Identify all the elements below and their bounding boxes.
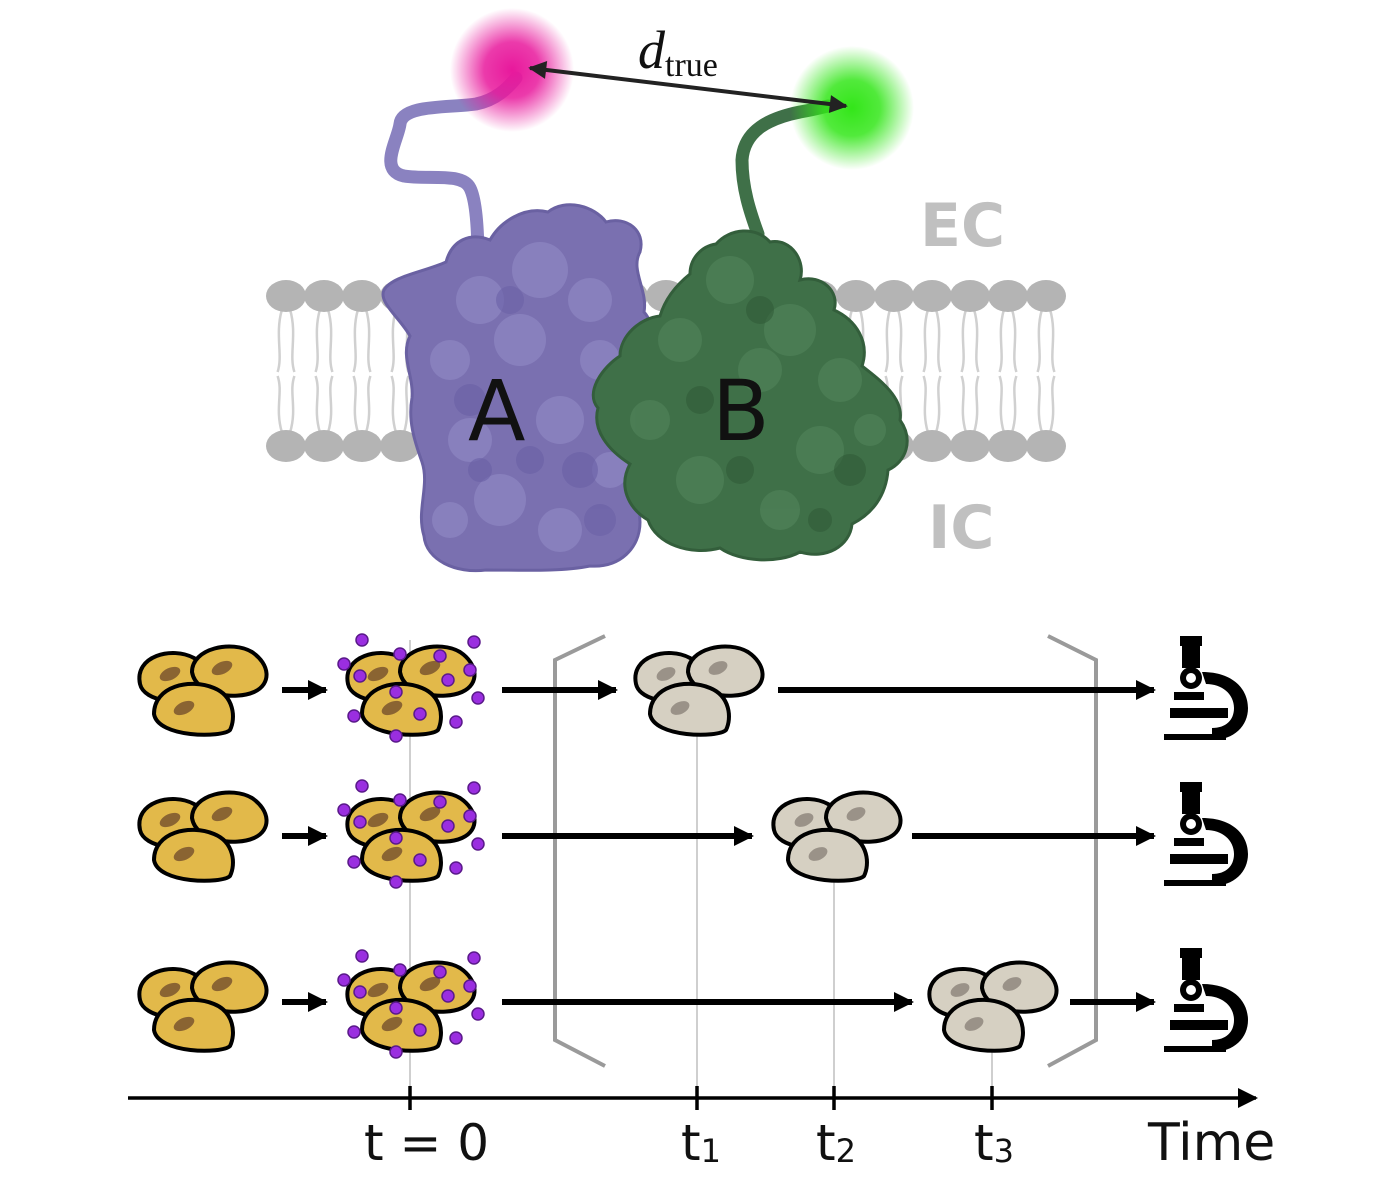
lipid-head <box>1026 430 1066 462</box>
cell-cluster-icon <box>137 960 269 1053</box>
bracket-left <box>553 634 606 1068</box>
fluorophore-b-green <box>790 46 914 170</box>
region-label-ic: IC <box>928 493 994 563</box>
lipid-head <box>342 430 382 462</box>
time-axis-label: Time <box>1147 1113 1275 1173</box>
lipid-tail <box>1036 309 1044 373</box>
lipid-tail <box>934 309 942 373</box>
distance-arrow <box>528 60 848 114</box>
lipid-head <box>266 280 306 312</box>
lipid-tail <box>314 309 322 373</box>
lipid-head <box>266 430 306 462</box>
lipid-tail <box>402 375 410 433</box>
bracket-right <box>1047 634 1098 1068</box>
lipid-tail <box>326 309 334 373</box>
lipid-head <box>380 430 420 462</box>
lipid-tail <box>972 375 980 433</box>
protein-b-label: B <box>712 362 770 460</box>
microscope-icon <box>1164 948 1248 1052</box>
cell-cluster-icon <box>137 790 269 883</box>
cell-cluster-icon <box>771 790 903 883</box>
cell-cluster-icon <box>927 960 1059 1053</box>
protein-a-label: A <box>468 362 525 460</box>
lipid-head <box>1026 280 1066 312</box>
lipid-tail <box>922 309 930 373</box>
lipid-tail <box>364 309 372 373</box>
lipid-head <box>342 280 382 312</box>
timeline-row-1 <box>137 633 1248 743</box>
lipid-tail <box>314 375 322 433</box>
tick-label-t1: t1 <box>681 1114 721 1172</box>
lipid-head <box>912 280 952 312</box>
time-axis-ticks <box>408 1086 994 1110</box>
tick-label-t3: t3 <box>974 1114 1014 1172</box>
lipid-head <box>950 430 990 462</box>
cell-cluster-icon <box>633 644 765 737</box>
lipid-head <box>950 280 990 312</box>
lipid-tail <box>326 375 334 433</box>
lipid-tail <box>1048 309 1056 373</box>
lipid-head <box>988 430 1028 462</box>
lipid-tail <box>998 375 1006 433</box>
timeline-row-2 <box>137 779 1248 889</box>
lipid-head <box>912 430 952 462</box>
lipid-tail <box>1036 375 1044 433</box>
protein-b <box>591 229 909 562</box>
lipid-tail <box>972 309 980 373</box>
microscope-icon <box>1164 782 1248 886</box>
lipid-head <box>988 280 1028 312</box>
lipid-head <box>304 280 344 312</box>
lipid-tail <box>288 309 296 373</box>
lipid-tail <box>998 309 1006 373</box>
timeline-row-3 <box>137 948 1248 1059</box>
microscope-icon <box>1164 636 1248 740</box>
lipid-tail <box>1010 375 1018 433</box>
lipid-tail <box>896 309 904 373</box>
lipid-tail <box>364 375 372 433</box>
lipid-tail <box>352 309 360 373</box>
tick-label-t0: t = 0 <box>364 1114 489 1172</box>
lipid-head <box>874 280 914 312</box>
lipid-head <box>304 430 344 462</box>
cell-cluster-icon <box>137 644 269 737</box>
lipid-tail <box>276 375 284 433</box>
lipid-tail <box>960 309 968 373</box>
lipid-tail <box>922 375 930 433</box>
lipid-tail <box>1010 309 1018 373</box>
distance-label: dtrue <box>638 20 718 84</box>
lipid-tail <box>934 375 942 433</box>
lipid-tail <box>276 309 284 373</box>
tick-label-t2: t2 <box>816 1114 856 1172</box>
lipid-tail <box>352 375 360 433</box>
lipid-tail <box>1048 375 1056 433</box>
region-label-ec: EC <box>920 191 1005 261</box>
lipid-tail <box>960 375 968 433</box>
protein-a <box>381 203 654 573</box>
lipid-head <box>836 280 876 312</box>
lipid-tail <box>288 375 296 433</box>
lipid-tail <box>390 309 398 373</box>
lipid-tail <box>884 309 892 373</box>
lipid-tail <box>390 375 398 433</box>
